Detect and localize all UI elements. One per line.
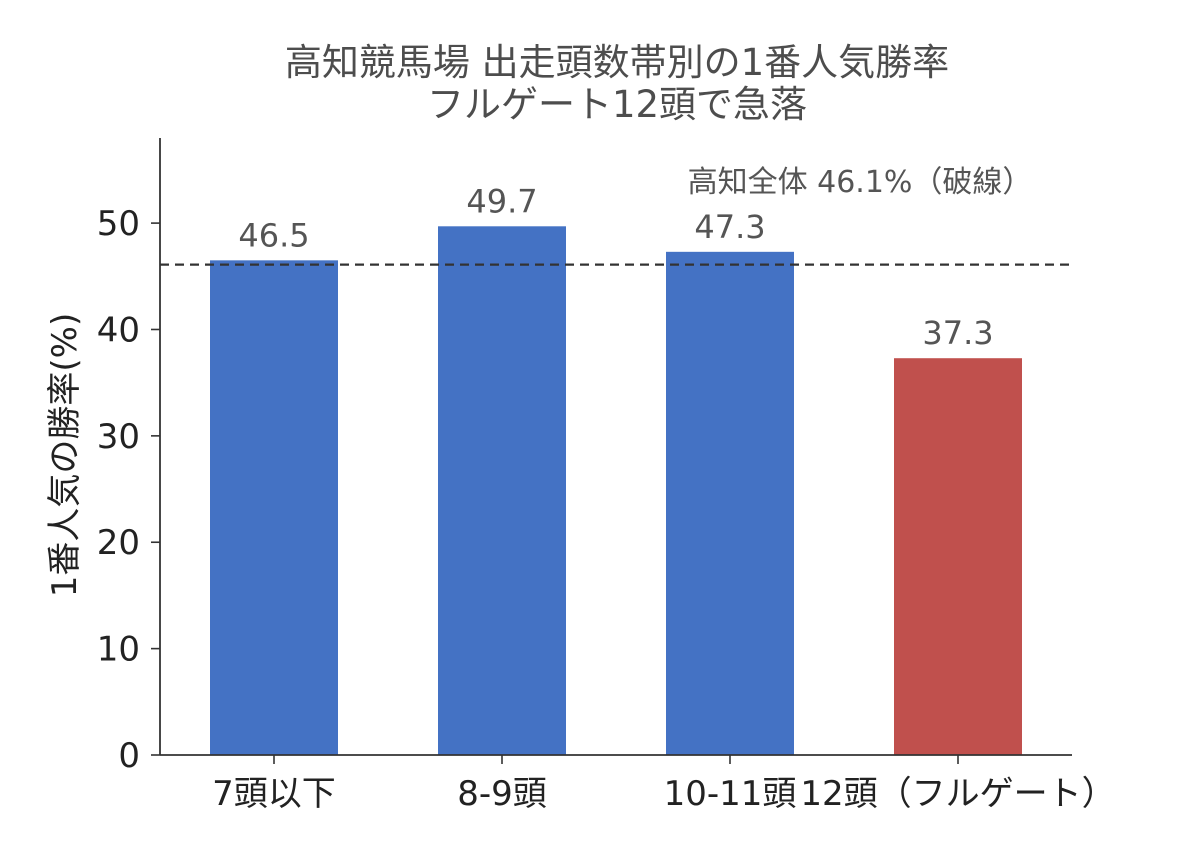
data-label-1: 46.5 — [238, 216, 309, 254]
chart-title-line-1: 高知競馬場 出走頭数帯別の1番人気勝率 — [285, 41, 949, 84]
bar-4 — [894, 358, 1022, 755]
data-label-4: 37.3 — [922, 314, 993, 352]
data-label-3: 47.3 — [694, 208, 765, 246]
y-tick-label-3: 20 — [97, 523, 140, 563]
bars-group: 46.5 49.7 47.3 37.3 — [210, 182, 1022, 756]
y-axis: 0 10 20 30 40 50 — [97, 138, 161, 776]
bar-3 — [666, 251, 794, 755]
reference-line-label: 高知全体 46.1%（破線） — [688, 165, 1033, 200]
chart-title-line-2: フルゲート12頭で急落 — [427, 83, 807, 126]
x-tick-label-2: 8-9頭 — [457, 774, 547, 814]
y-tick-label-1: 0 — [118, 736, 140, 776]
bar-2 — [438, 226, 566, 756]
x-tick-label-4: 12頭（フルゲート） — [800, 774, 1115, 814]
y-tick-label-6: 50 — [97, 204, 140, 244]
x-axis: 7頭以下 8-9頭 10-11頭 12頭（フルゲート） — [160, 754, 1116, 814]
y-tick-label-4: 30 — [97, 417, 140, 457]
y-tick-label-2: 10 — [97, 630, 140, 670]
data-label-2: 49.7 — [466, 182, 537, 220]
bar-1 — [210, 260, 338, 755]
y-tick-label-5: 40 — [97, 310, 140, 350]
x-tick-label-3: 10-11頭 — [664, 774, 797, 814]
x-tick-label-1: 7頭以下 — [212, 774, 336, 814]
reference-line-group: 高知全体 46.1%（破線） — [160, 165, 1072, 266]
y-axis-label: 1番人気の勝率(%) — [45, 313, 85, 597]
